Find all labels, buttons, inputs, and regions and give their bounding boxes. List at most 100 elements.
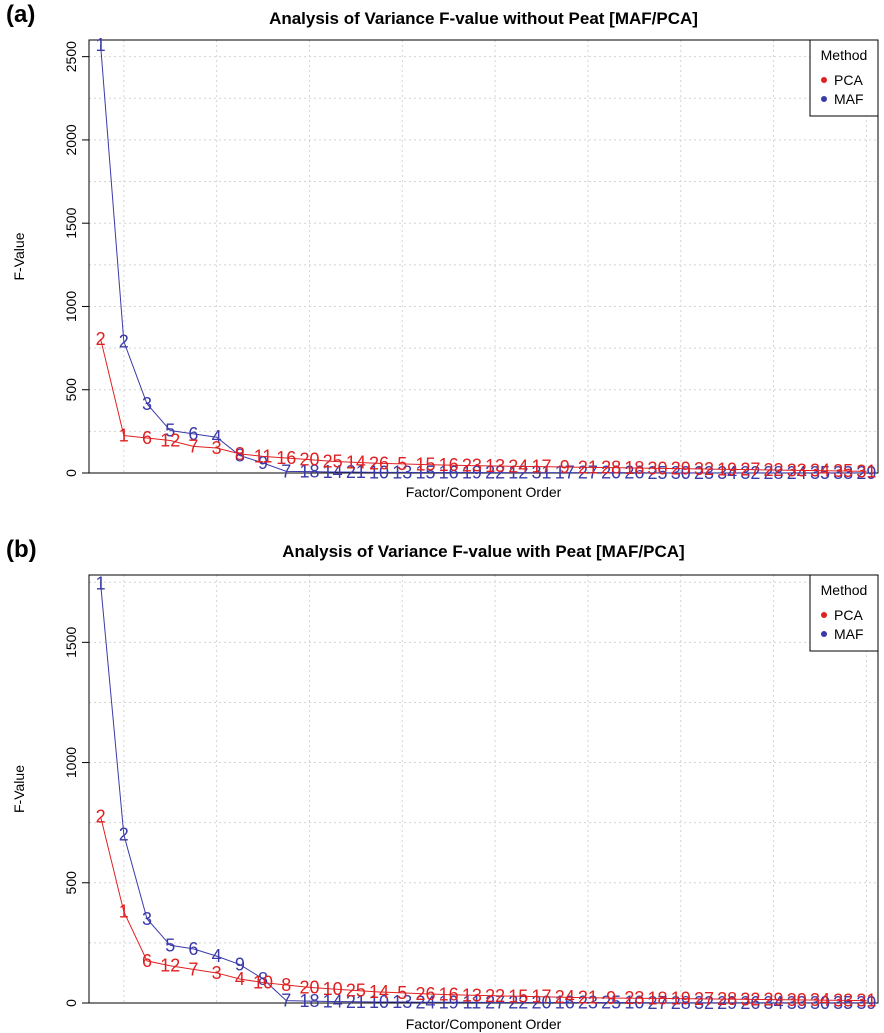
point-label-pca: 26	[415, 984, 435, 1004]
point-label-pca: 17	[531, 987, 551, 1007]
point-label-maf: 5	[165, 421, 175, 441]
y-axis-label: F-Value	[11, 765, 27, 813]
point-label-pca: 33	[833, 990, 853, 1010]
point-label-pca: 3	[212, 438, 222, 458]
point-label-pca: 18	[624, 458, 644, 478]
point-label-pca: 33	[787, 460, 807, 480]
point-label-pca: 30	[648, 458, 668, 478]
point-label-maf: 18	[299, 462, 319, 482]
legend-box	[809, 39, 879, 117]
point-label-pca: 21	[578, 457, 598, 477]
point-label-pca: 19	[717, 459, 737, 479]
point-label-pca: 8	[235, 444, 245, 464]
plot-frame	[88, 39, 879, 474]
point-label-pca: 23	[624, 988, 644, 1008]
point-label-maf: 21	[346, 992, 366, 1012]
point-label-pca: 7	[188, 959, 198, 979]
point-label-pca: 28	[717, 989, 737, 1009]
panel-letter: (a)	[6, 1, 35, 28]
plot-frame	[88, 574, 879, 1004]
chart-panel-b: (b) Analysis of Variance F-value with Pea…	[6, 536, 879, 1032]
point-label-pca: 9	[606, 988, 616, 1008]
point-label-maf: 5	[165, 935, 175, 955]
legend-marker-maf	[821, 96, 827, 102]
point-label-maf: 33	[833, 463, 853, 483]
point-label-maf: 21	[346, 462, 366, 482]
point-label-maf: 9	[235, 955, 245, 975]
point-label-pca: 16	[439, 985, 459, 1005]
point-label-maf: 33	[787, 993, 807, 1013]
point-label-pca: 32	[694, 459, 714, 479]
point-label-pca: 7	[188, 436, 198, 456]
x-axis-label: Factor/Component Order	[406, 484, 562, 500]
point-label-pca: 12	[160, 431, 180, 451]
point-label-maf: 8	[258, 969, 268, 989]
grid	[89, 40, 878, 474]
point-label-pca: 34	[810, 461, 830, 481]
series-line-maf	[100, 583, 867, 1004]
point-label-pca: 28	[601, 458, 621, 478]
point-label-pca: 26	[369, 453, 389, 473]
legend-marker-pca	[821, 77, 827, 83]
y-tick-label: 500	[63, 871, 79, 895]
y-tick-label: 1500	[63, 207, 79, 238]
point-label-pca: 15	[508, 986, 528, 1006]
point-label-maf: 19	[462, 463, 482, 483]
point-label-maf: 35	[833, 993, 853, 1013]
legend-marker-pca	[821, 612, 827, 618]
point-label-pca: 20	[299, 977, 319, 997]
point-label-maf: 28	[764, 463, 784, 483]
point-label-pca: 34	[810, 990, 830, 1010]
point-label-pca: 1	[119, 426, 129, 446]
legend: Method PCA MAF	[809, 39, 879, 117]
point-label-pca: 5	[397, 454, 407, 474]
y-tick-label: 0	[63, 469, 79, 477]
point-label-pca: 17	[531, 457, 551, 477]
point-label-maf: 27	[485, 993, 505, 1013]
point-label-pca: 30	[787, 990, 807, 1010]
point-label-pca: 27	[740, 460, 760, 480]
point-label-pca: 18	[648, 988, 668, 1008]
point-label-pca: 22	[485, 986, 505, 1006]
y-tick-label: 2000	[63, 124, 79, 155]
point-label-pca: 25	[323, 451, 343, 471]
point-label-pca: 5	[397, 983, 407, 1003]
point-label-maf: 10	[369, 992, 389, 1012]
point-label-pca: 14	[346, 452, 366, 472]
point-label-pca: 35	[833, 461, 853, 481]
point-label-pca: 19	[671, 989, 691, 1009]
point-label-maf: 19	[439, 992, 459, 1012]
point-label-pca: 24	[508, 456, 528, 476]
point-label-maf: 30	[810, 993, 830, 1013]
point-label-maf: 34	[717, 463, 737, 483]
point-label-maf: 23	[694, 463, 714, 483]
legend-title: Method	[821, 582, 868, 598]
point-label-pca: 24	[555, 987, 575, 1007]
point-label-pca: 32	[740, 989, 760, 1009]
point-label-maf: 28	[671, 993, 691, 1013]
legend: Method PCA MAF	[809, 574, 879, 652]
point-label-pca: 23	[462, 456, 482, 476]
point-label-pca: 6	[142, 951, 152, 971]
point-label-maf: 32	[694, 993, 714, 1013]
series-line-maf	[100, 44, 867, 474]
point-label-pca: 31	[856, 461, 876, 481]
point-label-pca: 12	[160, 956, 180, 976]
point-label-maf: 27	[648, 993, 668, 1013]
legend-title: Method	[821, 47, 868, 63]
point-label-maf: 10	[369, 462, 389, 482]
y-tick-label: 2500	[63, 41, 79, 72]
series-line-pca	[100, 338, 867, 472]
point-label-maf: 3	[142, 909, 152, 929]
grid	[89, 575, 878, 1004]
point-label-maf: 12	[508, 463, 528, 483]
point-label-maf: 1	[96, 35, 106, 55]
point-label-maf: 15	[415, 463, 435, 483]
y-tick-label: 500	[63, 378, 79, 402]
point-label-maf: 4	[212, 427, 222, 447]
point-label-pca: 3	[212, 963, 222, 983]
point-label-pca: 2	[96, 329, 106, 349]
point-label-maf: 34	[764, 993, 784, 1013]
point-label-maf: 20	[531, 993, 551, 1013]
point-label-maf: 16	[439, 463, 459, 483]
